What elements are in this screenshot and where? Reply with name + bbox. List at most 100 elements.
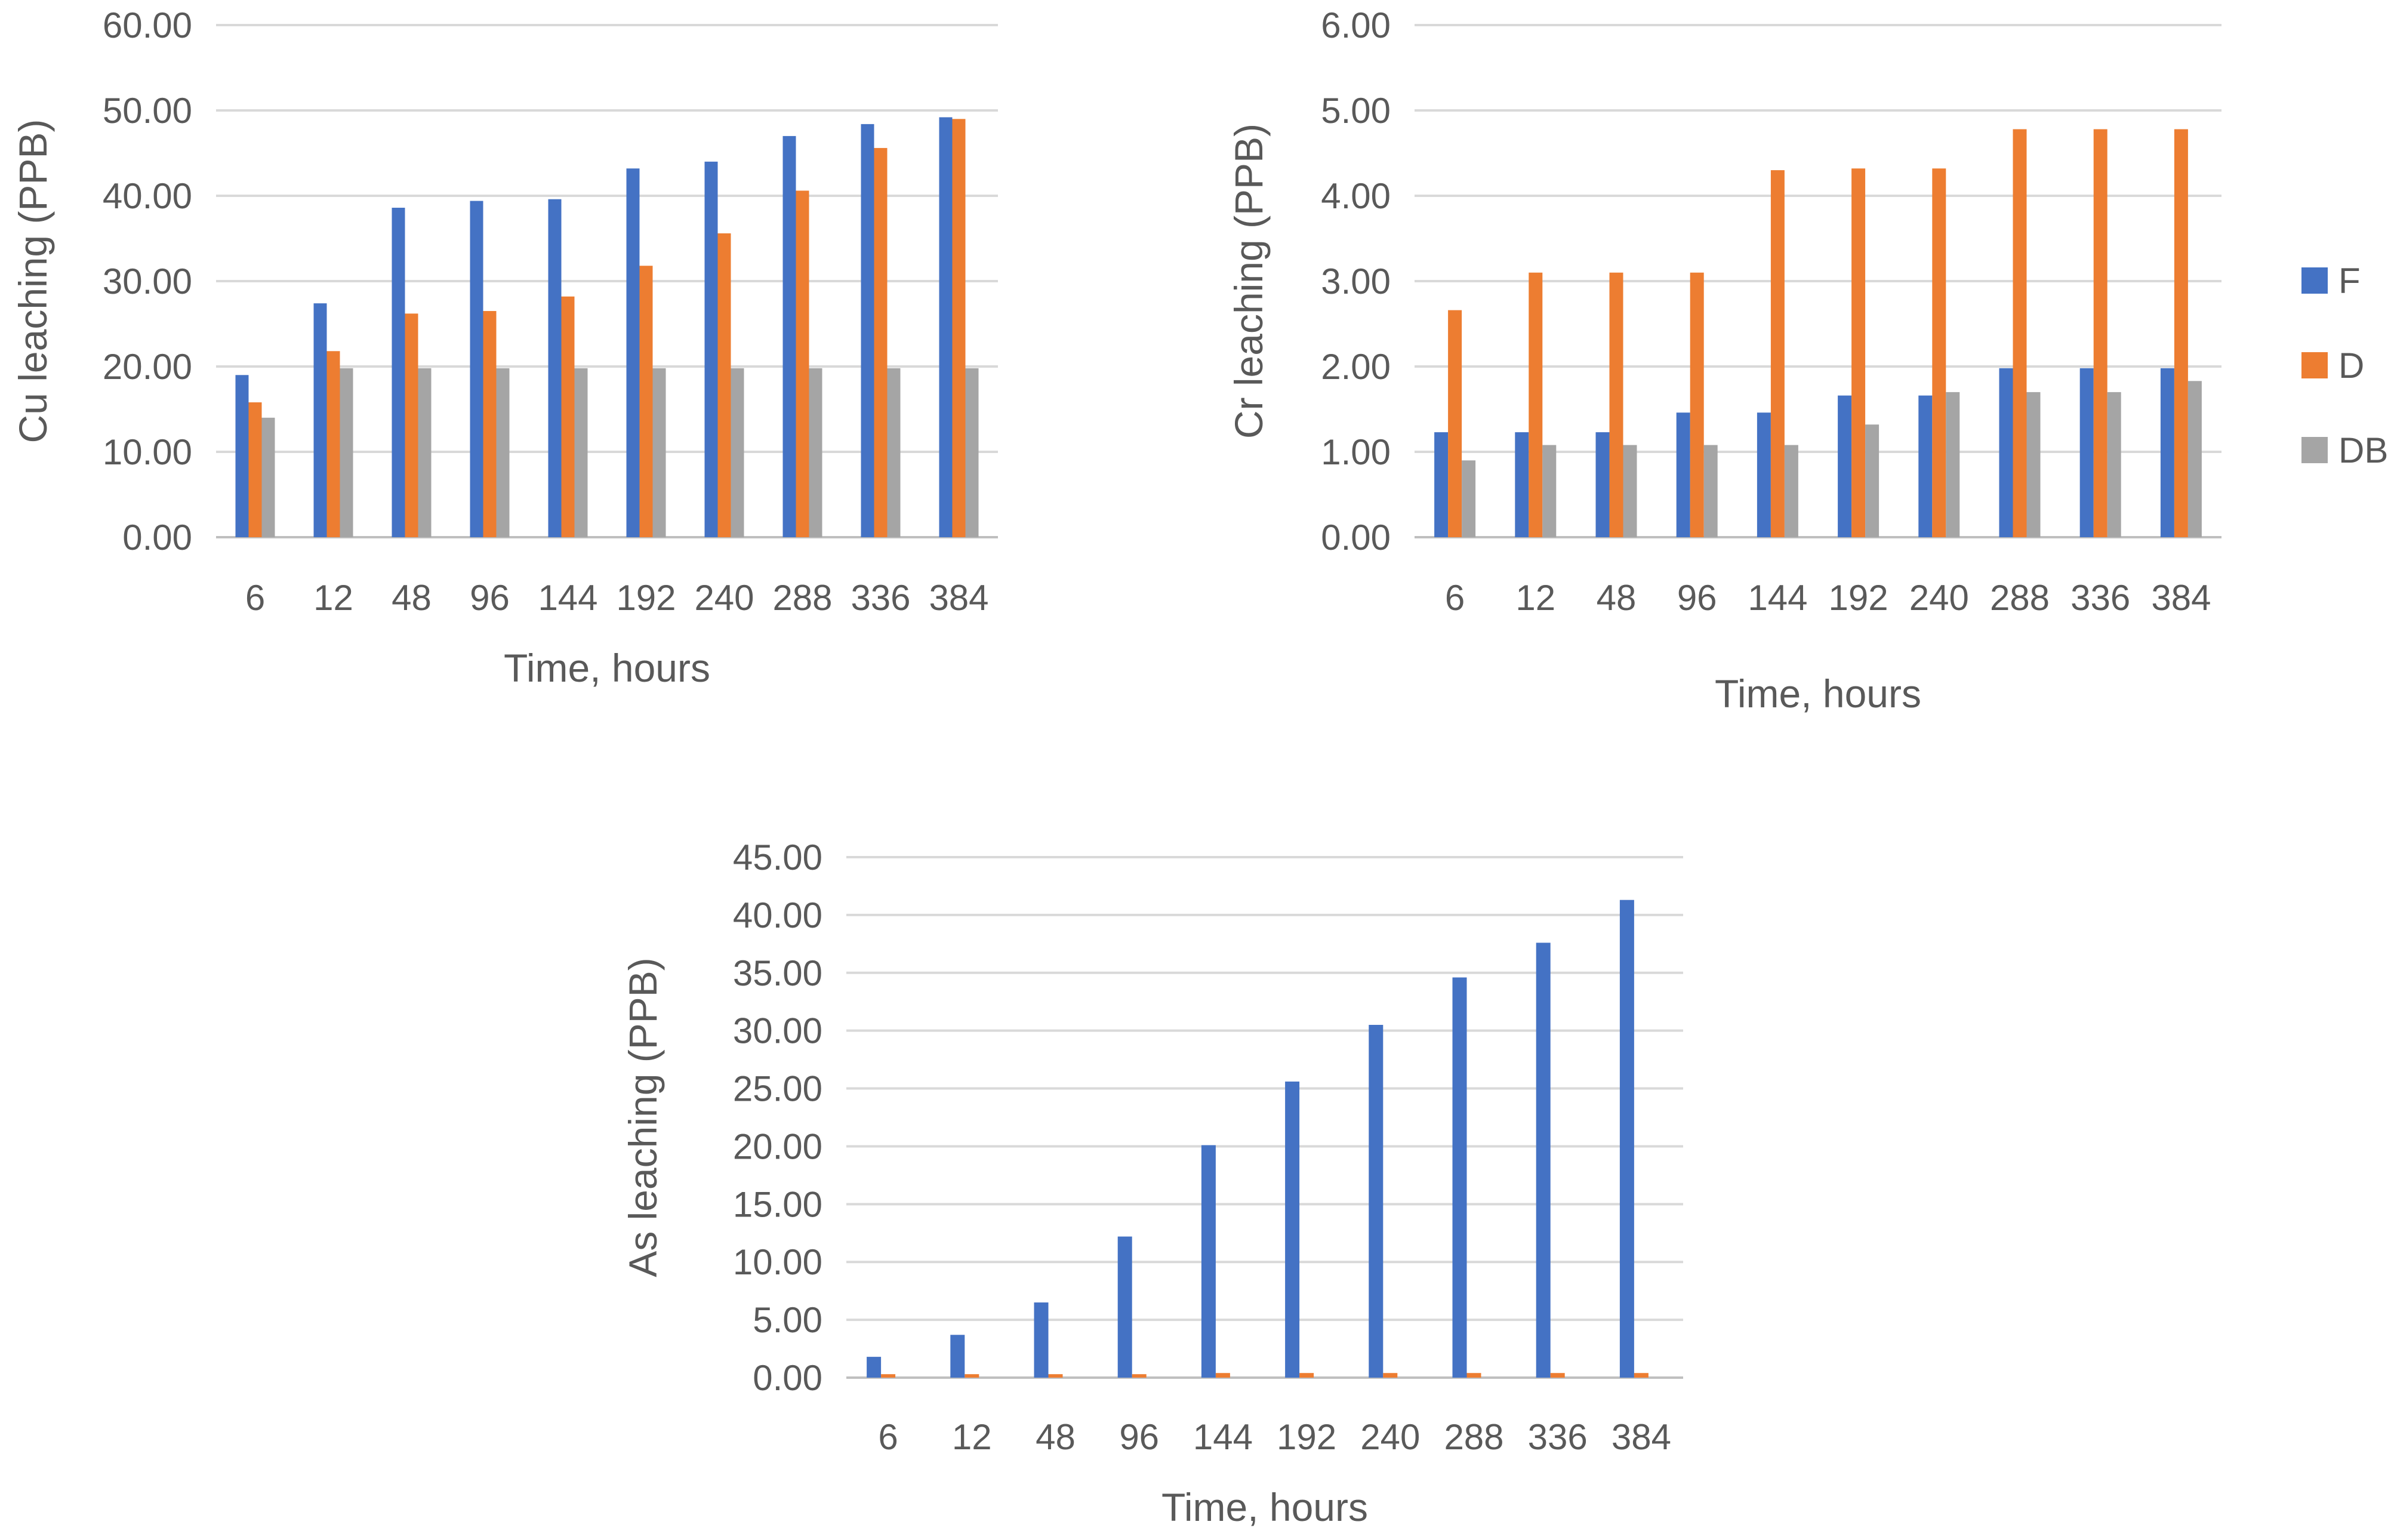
as-x-tick-label: 144	[1193, 1417, 1253, 1457]
cu-bar-db-240	[731, 368, 744, 537]
as-bar-f-240	[1369, 1024, 1384, 1378]
cr-bar-d-192	[1851, 168, 1866, 537]
cr-bar-d-288	[2013, 129, 2027, 537]
cu-bar-d-336	[874, 147, 888, 538]
cr-bar-d-384	[2174, 129, 2188, 537]
as-bar-d-96	[1132, 1374, 1147, 1378]
as-bar-f-192	[1285, 1081, 1300, 1378]
as-y-tick-label: 45.00	[733, 837, 822, 877]
legend-swatch-f	[2301, 267, 2328, 294]
cr-bar-f-48	[1595, 432, 1610, 537]
as-leaching-chart: 0.00 5.00 10.00 15.00 20.00 25.00 30.00 35.00 40…	[621, 837, 1683, 1529]
cu-x-tick-label: 48	[392, 578, 432, 618]
cu-y-tick-label: 30.00	[103, 261, 192, 301]
as-x-tick-label: 96	[1119, 1417, 1159, 1457]
cr-bar-db-384	[2187, 381, 2202, 537]
cu-x-tick-label: 12	[313, 578, 353, 618]
as-bar-d-6	[881, 1374, 896, 1378]
cu-bar-d-12	[326, 351, 340, 537]
cu-bar-db-12	[340, 368, 353, 537]
as-bar-f-144	[1201, 1145, 1216, 1378]
as-y-tick-label: 30.00	[733, 1011, 822, 1051]
cu-y-tick-label: 20.00	[103, 347, 192, 387]
cu-bar-db-384	[965, 368, 979, 537]
cr-y-tick-label: 5.00	[1321, 91, 1391, 131]
as-bar-f-6	[867, 1357, 882, 1378]
cr-bar-db-192	[1865, 424, 1879, 537]
cu-x-tick-label: 240	[694, 578, 754, 618]
cu-bar-d-48	[405, 313, 418, 537]
cr-bar-db-96	[1703, 445, 1718, 537]
cr-y-tick-label: 0.00	[1321, 518, 1391, 558]
as-y-tick-label: 15.00	[733, 1184, 822, 1224]
as-bar-f-48	[1034, 1302, 1049, 1378]
cr-x-tick-label: 144	[1748, 578, 1807, 618]
cr-bar-f-6	[1434, 432, 1449, 537]
as-y-tick-label: 40.00	[733, 895, 822, 935]
cu-bar-f-6	[235, 375, 249, 537]
as-bar-d-192	[1299, 1373, 1314, 1378]
as-bar-d-144	[1215, 1373, 1230, 1378]
cr-bar-db-12	[1542, 445, 1557, 537]
legend: F D DB	[2301, 261, 2388, 470]
cu-bar-db-144	[574, 368, 588, 537]
as-x-tick-label: 6	[878, 1417, 898, 1457]
cu-y-tick-label: 40.00	[103, 176, 192, 216]
as-x-axis-title: Time, hours	[1161, 1485, 1368, 1529]
cu-bar-f-48	[392, 208, 405, 537]
cu-bar-f-384	[939, 117, 953, 537]
cr-bar-db-144	[1784, 445, 1798, 537]
as-x-tick-label: 240	[1360, 1417, 1420, 1457]
as-y-axis-title: As leaching (PPB)	[621, 957, 665, 1277]
cr-bar-f-12	[1515, 432, 1529, 537]
as-bar-d-288	[1466, 1373, 1481, 1378]
as-x-tick-label: 48	[1036, 1417, 1076, 1457]
cu-x-tick-label: 192	[616, 578, 676, 618]
cr-bar-f-192	[1838, 395, 1852, 537]
cr-bar-d-48	[1609, 272, 1623, 537]
cr-bar-db-336	[2107, 392, 2121, 537]
as-x-tick-label: 288	[1444, 1417, 1503, 1457]
cr-x-tick-label: 6	[1445, 578, 1465, 618]
cr-y-axis-title: Cr leaching (PPB)	[1227, 124, 1271, 439]
cu-bar-f-12	[313, 303, 327, 537]
cu-x-tick-label: 384	[929, 578, 988, 618]
cu-bar-d-6	[248, 402, 262, 537]
cr-x-tick-label: 336	[2070, 578, 2130, 618]
as-bar-d-240	[1383, 1373, 1398, 1378]
legend-swatch-d	[2301, 352, 2328, 378]
cr-x-tick-label: 192	[1829, 578, 1888, 618]
cu-bar-d-144	[561, 296, 575, 537]
cu-x-tick-label: 144	[538, 578, 597, 618]
cr-bar-d-240	[1932, 168, 1946, 537]
cu-y-tick-label: 10.00	[103, 432, 192, 472]
legend-swatch-db	[2301, 437, 2328, 463]
cr-bar-d-12	[1529, 272, 1543, 537]
as-y-tick-label: 25.00	[733, 1069, 822, 1109]
cr-bar-db-288	[2026, 392, 2041, 537]
cr-y-tick-label: 3.00	[1321, 261, 1391, 301]
legend-label-d: D	[2338, 346, 2364, 386]
cr-bar-f-384	[2160, 368, 2174, 537]
as-y-tick-label: 0.00	[753, 1358, 822, 1398]
cu-bar-f-96	[470, 201, 483, 538]
as-bar-d-384	[1634, 1373, 1649, 1378]
as-bar-f-384	[1619, 900, 1634, 1378]
cr-bar-f-336	[2079, 368, 2094, 537]
cr-bar-f-144	[1757, 412, 1771, 537]
cr-bar-d-6	[1448, 310, 1462, 537]
cu-y-axis-title: Cu leaching (PPB)	[11, 119, 55, 443]
cu-bar-f-336	[861, 124, 874, 537]
cu-bar-d-240	[717, 233, 731, 537]
legend-label-f: F	[2338, 261, 2361, 301]
cr-bar-db-48	[1623, 445, 1637, 537]
cr-bar-f-288	[1999, 368, 2013, 537]
cu-x-axis-title: Time, hours	[504, 646, 710, 690]
legend-label-db: DB	[2338, 430, 2388, 470]
cu-bar-db-192	[652, 368, 666, 537]
cu-bar-f-240	[704, 161, 718, 537]
cr-bar-d-336	[2093, 129, 2107, 537]
cr-x-tick-label: 240	[1909, 578, 1969, 618]
cu-bar-db-288	[809, 368, 822, 537]
as-bar-f-12	[950, 1335, 965, 1378]
